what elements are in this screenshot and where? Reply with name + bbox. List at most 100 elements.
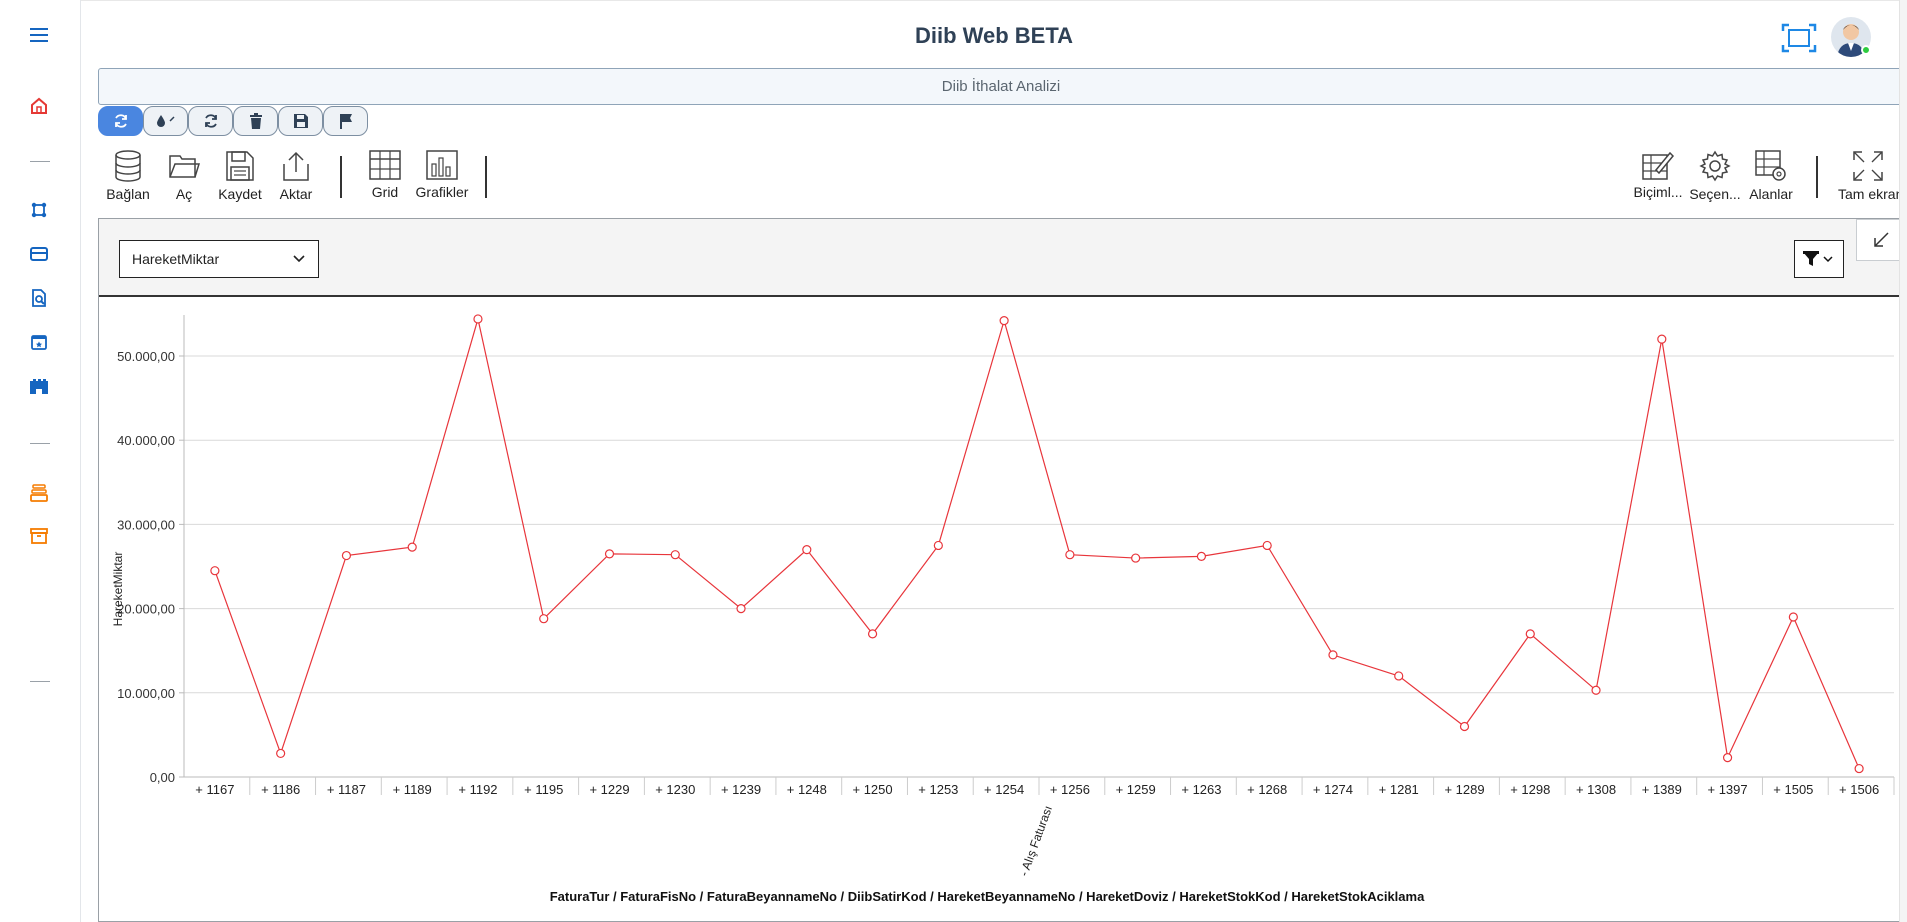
online-status-icon xyxy=(1861,45,1871,55)
x-tick-label: + 1506 xyxy=(1839,782,1879,797)
x-tick-label: + 1230 xyxy=(655,782,695,797)
data-point xyxy=(867,629,878,639)
calendar-icon[interactable] xyxy=(28,331,50,353)
x-tick-label: + 1389 xyxy=(1642,782,1682,797)
refresh-active-button[interactable] xyxy=(98,106,143,136)
options-gear-icon xyxy=(1699,150,1731,182)
filter-button[interactable] xyxy=(1794,240,1844,278)
toolbar-fullscreen-button[interactable]: Tam ekran xyxy=(1838,150,1903,210)
home-icon[interactable] xyxy=(28,95,50,117)
toolbar-export-button[interactable]: Aktar xyxy=(266,150,326,210)
layers-icon[interactable] xyxy=(28,482,50,504)
data-point xyxy=(1722,753,1733,763)
series-polyline xyxy=(214,318,1860,769)
x-tick-label: + 1274 xyxy=(1313,782,1353,797)
factory-icon[interactable] xyxy=(28,375,50,397)
folder-open-icon xyxy=(169,155,200,178)
fullscreen-icon xyxy=(1853,151,1883,181)
app-title: Diib Web BETA xyxy=(914,23,1074,48)
x-tick-label: + 1229 xyxy=(589,782,629,797)
toolbar-fields-button[interactable]: Alanlar xyxy=(1741,150,1801,210)
menu-icon[interactable] xyxy=(28,24,50,46)
chart-grid xyxy=(184,355,1894,694)
database-icon xyxy=(115,150,141,182)
delete-button[interactable] xyxy=(233,106,278,136)
data-point xyxy=(1657,334,1667,344)
data-point xyxy=(539,614,549,624)
x-tick-label: + 1253 xyxy=(918,782,958,797)
toolbar-open-button[interactable]: Aç xyxy=(154,150,214,210)
filter-icon xyxy=(1803,251,1833,266)
toolbar-divider xyxy=(1816,156,1818,198)
data-point xyxy=(473,314,483,324)
nodes-icon[interactable] xyxy=(28,199,50,221)
toolbar-label: Grafikler xyxy=(415,184,469,200)
measure-select[interactable]: HareketMiktar xyxy=(119,240,319,278)
data-point xyxy=(802,545,812,555)
x-tick-label: + 1248 xyxy=(787,782,827,797)
toolbar-label: Aktar xyxy=(279,186,313,202)
toolbar-label: Seçen... xyxy=(1689,186,1741,202)
toolbar-label: Aç xyxy=(175,186,193,202)
toolbar-label: Alanlar xyxy=(1749,186,1793,202)
save-file-icon xyxy=(226,151,254,181)
data-point xyxy=(999,316,1009,326)
group-label: - Alış Faturası xyxy=(1017,804,1055,878)
y-axis-title: HareketMiktar xyxy=(111,552,125,627)
expand-screen-icon[interactable] xyxy=(1781,23,1817,53)
data-point xyxy=(604,549,615,559)
data-point xyxy=(1065,550,1075,560)
x-axis: + 1167 + 1186 + 1187 + 1189 + 1192 + 1195 + 12… xyxy=(184,776,1895,797)
reload-button[interactable] xyxy=(188,106,233,136)
data-point xyxy=(276,748,286,759)
x-tick-label: + 1250 xyxy=(853,782,893,797)
data-point xyxy=(1854,763,1864,774)
y-axis: 0,00 10.000,00 20.000,00 30.000,00 40.000,00… xyxy=(117,315,185,785)
x-tick-label: + 1239 xyxy=(721,782,761,797)
y-tick-label: 40.000,00 xyxy=(117,433,175,448)
data-point xyxy=(1525,629,1535,639)
grid-icon xyxy=(369,150,401,180)
toolbar-grid-button[interactable]: Grid xyxy=(355,150,415,210)
data-point xyxy=(1459,721,1470,732)
x-tick-label: + 1268 xyxy=(1247,782,1287,797)
x-tick-label: + 1308 xyxy=(1576,782,1616,797)
sidebar-divider xyxy=(30,443,50,444)
y-tick-label: 20.000,00 xyxy=(117,602,175,617)
quick-action-bar xyxy=(98,106,368,138)
toolbar-connect-button[interactable]: Bağlan xyxy=(98,150,158,210)
data-point xyxy=(210,566,220,576)
toolbar-charts-button[interactable]: Grafikler xyxy=(412,150,472,210)
toolbar-options-button[interactable]: Seçen... xyxy=(1685,150,1745,210)
flag-button[interactable] xyxy=(323,106,368,136)
document-search-icon[interactable] xyxy=(28,287,50,309)
x-tick-label: + 1256 xyxy=(1050,782,1090,797)
collapse-arrow-icon xyxy=(1874,232,1889,247)
sidebar-divider xyxy=(30,681,50,682)
toolbar-divider xyxy=(485,156,487,198)
color-drop-button[interactable] xyxy=(143,106,188,136)
report-title: Diib İthalat Analizi xyxy=(98,68,1904,105)
app-header: Diib Web BETA xyxy=(81,0,1907,68)
sidebar-divider xyxy=(30,161,50,162)
measure-select-value: HareketMiktar xyxy=(132,251,220,267)
data-point xyxy=(1196,551,1207,561)
y-tick-label: 10.000,00 xyxy=(117,686,175,701)
x-tick-label: + 1167 xyxy=(195,782,234,797)
vertical-scrollbar[interactable] xyxy=(1899,0,1907,922)
x-tick-label: + 1298 xyxy=(1510,782,1550,797)
toolbar-format-button[interactable]: Biçiml... xyxy=(1628,150,1688,210)
save-button[interactable] xyxy=(278,106,323,136)
line-chart: 0,00 10.000,00 20.000,00 30.000,00 40.000,00… xyxy=(111,314,1895,904)
x-tick-label: + 1189 xyxy=(393,782,432,797)
y-tick-label: 0,00 xyxy=(150,770,175,785)
card-icon[interactable] xyxy=(28,243,50,265)
archive-icon[interactable] xyxy=(28,525,50,547)
data-point xyxy=(407,542,417,552)
series-line xyxy=(210,314,1864,774)
fields-icon xyxy=(1755,150,1786,181)
x-tick-label: + 1192 xyxy=(458,782,497,797)
data-point xyxy=(1788,612,1798,622)
toolbar-save-button[interactable]: Kaydet xyxy=(210,150,270,210)
data-point xyxy=(670,550,680,560)
